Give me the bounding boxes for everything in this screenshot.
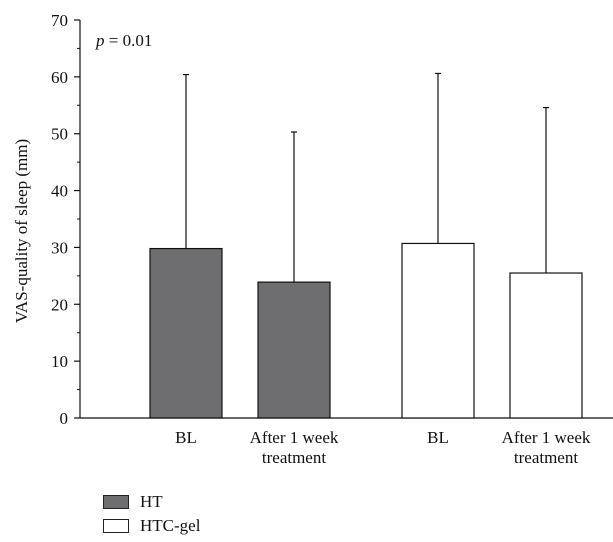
p-value-italic: p [95,31,105,50]
x-category-label: BL [427,428,449,447]
p-value-rest: = 0.01 [105,31,153,50]
y-tick-label: 50 [51,125,68,144]
x-category-label: After 1 week treatment [250,428,339,467]
bars [149,72,583,419]
y-axis-title: VAS-quality of sleep (mm) [12,139,31,323]
y-tick-label: 40 [51,182,68,201]
legend-swatch-ht [103,495,129,509]
x-category-label: After 1 week treatment [502,428,591,467]
legend-item-htc-gel: HTC-gel [103,514,200,538]
bar-2 [257,281,331,419]
p-value-annotation: p = 0.01 [95,31,152,50]
y-tick-label: 70 [51,11,68,30]
y-tick-label: 0 [60,409,69,428]
y-tick-label: 30 [51,238,68,257]
legend: HT HTC-gel [103,490,200,538]
legend-label-htc-gel: HTC-gel [140,516,201,535]
y-tick-label: 10 [51,352,68,371]
legend-label-ht: HT [140,492,163,511]
legend-item-ht: HT [103,490,200,514]
y-tick-label: 20 [51,295,68,314]
x-category-label: BL [175,428,197,447]
bar-4 [509,272,583,419]
legend-swatch-htc-gel [103,519,129,533]
y-tick-label: 60 [51,68,68,87]
bar-1 [149,247,223,419]
bar-3 [401,242,475,419]
labels: BL After 1 week treatment BL After 1 week tre… [175,428,591,467]
